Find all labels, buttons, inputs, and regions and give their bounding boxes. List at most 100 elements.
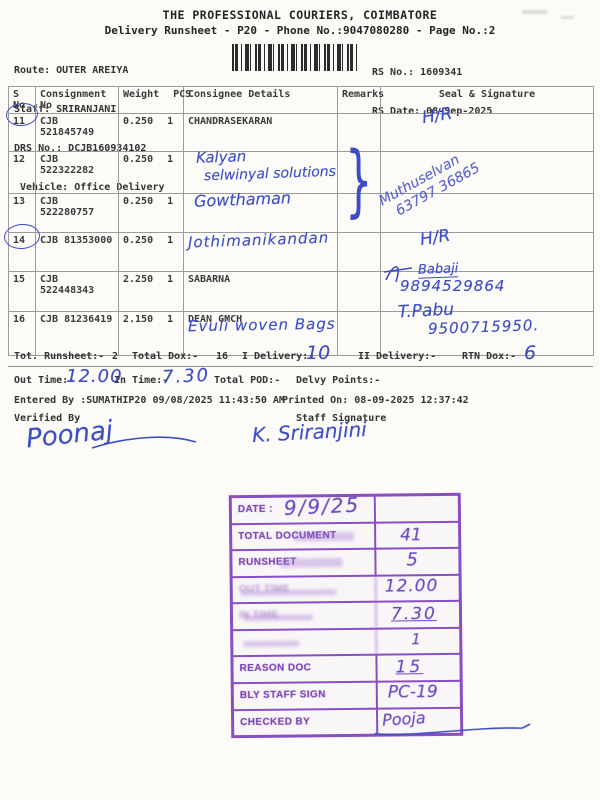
rs-no-line: RS No.: 1609341 bbox=[372, 67, 463, 78]
table-row: 15 CJB 522448343 2.250 1 SABARNA bbox=[8, 271, 594, 312]
stamp-smudge bbox=[243, 640, 300, 647]
cell-consignee bbox=[183, 193, 338, 233]
entered-by-line: Entered By :SUMATHIP20 09/08/2025 11:43:… bbox=[14, 395, 285, 406]
cell-consignment: CJB 81236419 bbox=[35, 311, 119, 356]
cell-remarks bbox=[337, 193, 381, 233]
handwriting-in-time: 7.30 bbox=[161, 364, 211, 389]
cell-weight: 0.250 bbox=[123, 196, 154, 207]
totals-ii-delivery-label: II Delivery:- bbox=[358, 351, 437, 362]
totals-dox-value: 16 bbox=[216, 351, 229, 362]
handwriting-consignee-row13: Gowthaman bbox=[193, 188, 292, 211]
cell-sno: 12 bbox=[8, 151, 36, 194]
cell-pcs: 1 bbox=[167, 116, 174, 127]
scan-noise bbox=[522, 10, 548, 14]
cell-consignee: CHANDRASEKARAN bbox=[183, 113, 338, 152]
out-time-label: Out Time:- bbox=[14, 375, 75, 386]
handwriting-stamp-in-time: 7.30 bbox=[390, 604, 437, 625]
stamp-row-bly-staff-sign: BLY STAFF SIGN PC-19 bbox=[233, 681, 460, 711]
cell-seal bbox=[380, 113, 594, 152]
cell-remarks bbox=[337, 232, 381, 272]
stamp-row-in-time: IN TIME 7.30 bbox=[232, 602, 460, 631]
cell-consignee: DEAN GMCH bbox=[183, 311, 338, 356]
stamp-row-out-time: OUT TIME 12.00 bbox=[232, 575, 459, 605]
stamp-row-runsheet: RUNSHEET 5 bbox=[232, 548, 459, 578]
table-row: 16 CJB 81236419 2.150 1 DEAN GMCH bbox=[8, 311, 594, 356]
stamp-checked-by-label: CHECKED BY bbox=[233, 709, 379, 736]
stamp-smudge bbox=[242, 614, 314, 622]
document-subtitle: Delivery Runsheet - P20 - Phone No.:9047… bbox=[104, 24, 496, 37]
delvy-points-label: Delvy Points:- bbox=[296, 375, 381, 386]
handwriting-stamp-runsheet: 5 bbox=[406, 549, 418, 571]
col-weight: Weight bbox=[123, 89, 160, 100]
handwriting-stamp-blank-value: 1 bbox=[411, 630, 421, 649]
totals-rtn-label: RTN Dox:- bbox=[462, 351, 517, 362]
stamp-row-date: DATE : 9/9/25 bbox=[231, 492, 459, 525]
col-weight-pcs: Weight PCS bbox=[118, 86, 191, 114]
handwriting-i-delivery: 10 bbox=[306, 342, 331, 364]
totals-runsheet-label: Tot. Runsheet:- bbox=[14, 351, 105, 362]
col-remarks: Remarks bbox=[337, 86, 384, 114]
cell-consignment: CJB 81353000 bbox=[35, 232, 119, 272]
totals-runsheet-value: 2 bbox=[112, 351, 119, 362]
signature-tail-stroke bbox=[91, 436, 197, 449]
table-row: 13 CJB 522280757 0.250 1 bbox=[8, 193, 594, 233]
stamp-reason-doc-label: REASON DOC bbox=[233, 656, 378, 683]
cell-pcs: 1 bbox=[167, 314, 174, 325]
scan-noise bbox=[560, 16, 574, 19]
totals-i-delivery-label: I Delivery:- bbox=[242, 351, 315, 362]
cell-weight: 2.150 bbox=[123, 314, 154, 325]
handwriting-consignee-row16: Evuli woven Bags bbox=[187, 314, 336, 336]
table-row: 12 CJB 522322282 0.250 1 bbox=[8, 151, 594, 194]
cell-remarks bbox=[337, 271, 381, 312]
verified-by-label: Verified By bbox=[14, 413, 81, 424]
cell-sno: 15 bbox=[8, 271, 36, 312]
cell-consignment: CJB 522280757 bbox=[35, 193, 119, 233]
stamp-row-total-document: TOTAL DOCUMENT 41 bbox=[232, 522, 459, 552]
cell-remarks bbox=[337, 113, 381, 152]
cell-seal bbox=[380, 311, 594, 356]
stamp-row-checked-by: CHECKED BY Pooja bbox=[233, 708, 531, 736]
cell-remarks bbox=[337, 311, 381, 356]
col-consignee: Consignee Details bbox=[183, 86, 338, 114]
pen-flourish-row15 bbox=[383, 265, 413, 283]
cell-pcs: 1 bbox=[167, 154, 174, 165]
checked-by-underline-stroke bbox=[374, 722, 531, 735]
cell-weight: 0.250 bbox=[123, 116, 154, 127]
printed-on-line: Printed On: 08-09-2025 12:37:42 bbox=[282, 395, 469, 406]
cell-consignee bbox=[183, 151, 338, 194]
total-pod-label: Total POD:- bbox=[214, 375, 281, 386]
handwriting-rtn-dox: 6 bbox=[524, 342, 537, 364]
cell-seal bbox=[380, 193, 594, 233]
handwriting-stamp-total-document: 41 bbox=[400, 524, 422, 545]
route-line: Route: OUTER AREIYA bbox=[14, 65, 129, 76]
cell-weight: 0.250 bbox=[123, 235, 154, 246]
handwriting-out-time: 12.00 bbox=[66, 366, 123, 387]
totals-dox-label: Total Dox:- bbox=[132, 351, 199, 362]
cell-pcs: 1 bbox=[167, 274, 174, 285]
table-header-row: S No Consignment No Weight PCS Consignee … bbox=[8, 86, 594, 114]
handwriting-stamp-out-time: 12.00 bbox=[384, 575, 439, 597]
pen-brace: } bbox=[345, 136, 373, 226]
stamp-row-reason-doc: REASON DOC 15 bbox=[233, 655, 460, 685]
consignment-table: S No Consignment No Weight PCS Consignee … bbox=[8, 86, 594, 356]
handwriting-stamp-date: 9/9/25 bbox=[283, 492, 361, 520]
col-pcs: PCS bbox=[173, 89, 192, 100]
cell-pcs: 1 bbox=[167, 235, 174, 246]
cell-pcs: 1 bbox=[167, 196, 174, 207]
totals-strip bbox=[8, 345, 593, 367]
cell-consignment: CJB 522448343 bbox=[35, 271, 119, 312]
cell-consignment: CJB 521845749 bbox=[35, 113, 119, 152]
cell-sno: 11 bbox=[8, 113, 36, 152]
stamp-row-blank: 1 bbox=[233, 628, 460, 658]
handwriting-consignee-row12-line1: Kalyan bbox=[195, 147, 247, 167]
table-row: 11 CJB 521845749 0.250 1 CHANDRASEKARAN bbox=[8, 113, 594, 152]
stamp-bly-staff-sign-label: BLY STAFF SIGN bbox=[233, 682, 378, 709]
stamp-smudge bbox=[280, 558, 343, 568]
cell-seal bbox=[380, 151, 594, 194]
cell-consignee: SABARNA bbox=[183, 271, 338, 312]
handwriting-stamp-bly-staff-sign: PC-19 bbox=[387, 681, 438, 703]
handwriting-staff-signature: K. Sriranjini bbox=[251, 417, 368, 447]
handwriting-seal-row15-phone: 9894529864 bbox=[400, 277, 506, 295]
handwriting-stamp-reason-doc: 15 bbox=[395, 657, 424, 678]
